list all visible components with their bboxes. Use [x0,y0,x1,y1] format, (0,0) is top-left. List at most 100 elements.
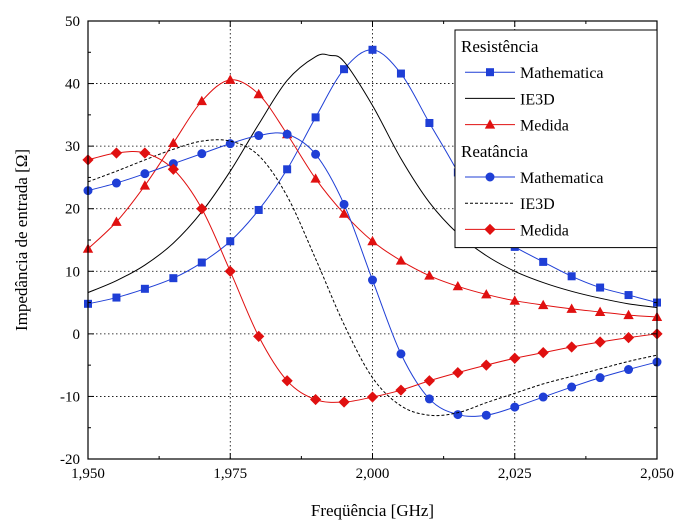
data-point-diamond [452,367,464,379]
x-tick-label: 1,950 [71,466,105,482]
legend-entry-label: IE3D [520,91,555,108]
data-point-circle [624,365,634,375]
x-tick-label: 2,025 [498,466,532,482]
legend-box [454,29,658,249]
legend-entry-label: Medida [520,222,569,239]
data-point-square [311,113,320,122]
data-point-triangle [111,216,122,226]
data-point-circle [111,178,121,188]
data-point-diamond [509,352,521,364]
data-point-triangle [253,88,264,99]
series-line [87,53,658,309]
data-point-triangle [623,309,634,320]
series-line [87,139,658,417]
series-4-ie3d-reatância [87,139,658,417]
data-point-circle [254,131,264,141]
data-point-circle [453,410,463,420]
data-point-triangle [509,295,520,305]
data-point-circle [595,373,605,383]
y-tick-label: 30 [65,139,80,155]
data-point-diamond [622,332,635,344]
data-point-triangle [566,303,577,313]
data-point-square [140,284,149,293]
data-point-diamond [196,203,208,215]
x-tick-label: 1,975 [213,466,247,482]
y-axis-title: Impedância de entrada [Ω] [12,149,31,331]
y-tick-label: 0 [73,327,81,343]
data-point-diamond [224,265,236,277]
data-point-square [340,65,349,74]
series-5-medida-reatância [82,147,663,408]
data-point-triangle [452,280,464,291]
axis-ticks: 1,950 1,975 2,000 2,025 2,050 -20 -10 0 10 20 30 40… [60,14,674,482]
data-point-square [368,45,377,54]
data-point-diamond [366,391,379,403]
data-point-square [567,272,576,281]
data-point-circle [197,149,207,159]
data-point-triangle [196,95,207,106]
data-point-triangle [484,119,496,129]
data-point-square [624,291,633,300]
data-point-square [596,283,605,292]
data-point-triangle [538,299,549,310]
data-point-diamond [253,330,265,342]
data-point-triangle [481,289,492,299]
x-axis-title: Freqüência [GHz] [311,501,434,520]
data-point-square [197,258,206,267]
data-point-triangle [338,208,350,218]
data-point-square [539,257,548,266]
y-tick-label: 20 [65,202,80,218]
legend-entry-label: Medida [520,118,569,135]
y-tick-label: 10 [65,264,80,280]
data-point-circle [339,199,349,209]
data-point-diamond [167,163,179,175]
data-point-diamond [423,375,436,387]
data-point-diamond [480,359,492,371]
data-point-diamond [395,384,407,396]
legend-entry-label: Mathematica [520,65,604,82]
data-point-square [169,274,178,283]
data-point-diamond [594,336,606,348]
data-point-diamond [281,375,293,387]
data-point-diamond [338,396,350,408]
legend: Resistência Mathematica IE3D Medida Reatânci… [454,29,658,249]
legend-entry-label: Mathematica [520,170,604,187]
data-point-diamond [309,393,322,406]
legend-group-title: Resistência [461,37,539,56]
data-point-circle [424,394,434,404]
y-tick-label: -10 [60,389,80,405]
data-point-circle [485,172,495,182]
data-point-diamond [110,147,123,159]
data-point-circle [396,349,406,359]
data-point-circle [311,149,321,159]
data-point-circle [481,410,491,420]
data-point-triangle [367,235,378,246]
data-point-circle [282,129,292,139]
legend-group-title: Reatância [461,142,528,161]
data-point-circle [538,392,548,402]
data-point-triangle [225,74,236,84]
data-point-diamond [484,223,496,236]
data-point-diamond [139,147,151,159]
data-point-triangle [424,270,435,280]
data-point-triangle [395,255,407,265]
data-point-circle [510,402,520,412]
data-point-square [485,68,494,77]
data-point-circle [367,275,377,285]
data-point-triangle [139,180,151,190]
data-point-square [396,69,405,78]
data-point-square [254,205,263,214]
data-point-square [226,237,235,246]
data-point-circle [567,382,577,392]
data-point-triangle [310,173,321,183]
series-3-mathematica-reatância [83,129,662,420]
data-point-diamond [566,341,578,353]
data-point-square [112,293,121,302]
series-1-ie3d-resistência [87,53,658,309]
data-point-diamond [537,347,549,359]
data-point-triangle [594,306,606,316]
data-point-circle [140,169,150,179]
x-tick-label: 2,050 [640,466,674,482]
data-point-square [283,165,292,174]
